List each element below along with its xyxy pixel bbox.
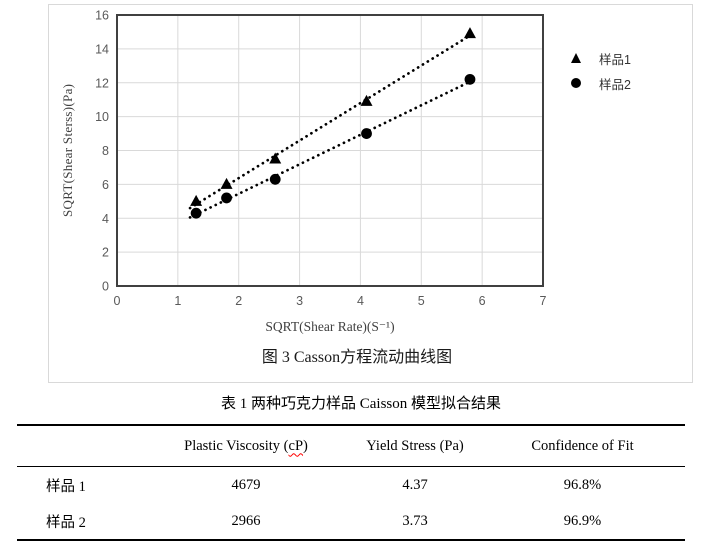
- y-tick-label: 12: [95, 76, 109, 90]
- y-tick-label: 0: [102, 280, 109, 294]
- y-tick-label: 16: [95, 9, 109, 23]
- legend-item-sample2: 样品2: [571, 76, 631, 92]
- x-tick-label: 6: [479, 294, 486, 308]
- data-point-circle-series-2: [190, 207, 202, 219]
- legend-label: 样品1: [599, 52, 631, 67]
- plot-border: [116, 14, 544, 287]
- table-row-sample1: 样品 1 4679 4.37 96.8%: [17, 467, 685, 504]
- row-label: 样品 1: [46, 478, 86, 495]
- x-axis-label: SQRT(Shear Rate)(S⁻¹): [265, 319, 395, 334]
- results-table: Plastic Viscosity (cP) Yield Stress (Pa)…: [17, 424, 685, 541]
- y-axis-label: SQRT(Shear Sterss)(Pa): [60, 83, 75, 218]
- yield-stress-value: 4.37: [402, 476, 428, 493]
- header-yield-stress: Yield Stress (Pa): [366, 437, 464, 454]
- legend-label: 样品2: [599, 77, 631, 92]
- y-tick-label: 10: [95, 110, 109, 124]
- header-text: Plastic Viscosity (: [184, 437, 289, 454]
- x-tick-label: 3: [296, 294, 303, 308]
- data-point-circle-series-2: [269, 173, 281, 185]
- circle-marker-icon: [571, 78, 581, 88]
- table-header-row: Plastic Viscosity (cP) Yield Stress (Pa)…: [17, 425, 685, 467]
- triangle-marker-icon: [571, 53, 581, 63]
- header-empty-cell: [17, 425, 142, 467]
- table-title: 表 1 两种巧克力样品 Caisson 模型拟合结果: [220, 396, 501, 412]
- y-tick-label: 2: [102, 246, 109, 260]
- trendline-series-1: [188, 32, 475, 210]
- plastic-viscosity-value: 4679: [231, 476, 261, 493]
- legend-item-sample1: 样品1: [571, 51, 631, 67]
- x-tick-label: 1: [174, 294, 181, 308]
- x-tick-label: 0: [114, 294, 121, 308]
- y-tick-label: 4: [102, 212, 109, 226]
- data-point-triangle-series-1: [220, 177, 233, 189]
- data-point-circle-series-2: [464, 73, 476, 85]
- x-tick-label: 4: [357, 294, 364, 308]
- data-point-circle-series-2: [361, 128, 372, 139]
- y-tick-label: 8: [102, 144, 109, 158]
- figure-caption: 图 3 Casson方程流动曲线图: [261, 349, 453, 366]
- plastic-viscosity-value: 2966: [231, 512, 261, 529]
- table-row-sample2: 样品 2 2966 3.73 96.9%: [17, 503, 685, 540]
- x-tick-label: 2: [235, 294, 242, 308]
- data-point-triangle-series-1: [463, 27, 476, 39]
- confidence-value: 96.9%: [563, 512, 602, 529]
- data-point-triangle-series-1: [269, 152, 282, 164]
- data-point-triangle-series-1: [190, 194, 203, 206]
- header-text: ): [303, 437, 308, 454]
- chart-legend: 样品1 样品2: [571, 51, 631, 92]
- header-confidence: Confidence of Fit: [531, 437, 634, 454]
- y-tick-label: 14: [95, 42, 109, 56]
- row-label: 样品 2: [46, 514, 86, 531]
- yield-stress-value: 3.73: [402, 512, 428, 529]
- misspelled-word: cP: [288, 437, 304, 454]
- x-tick-label: 5: [418, 294, 425, 308]
- header-plastic-viscosity: Plastic Viscosity (cP): [142, 425, 350, 467]
- y-tick-label: 6: [102, 178, 109, 192]
- data-point-triangle-series-1: [360, 94, 373, 106]
- x-tick-label: 7: [540, 294, 547, 308]
- chart-figure: 0 1 2 3 4 5 6 7 0 2 4 6 8 10 12 14 16 SQRT(Shear Sterss)…: [48, 4, 693, 383]
- data-point-circle-series-2: [221, 192, 232, 204]
- confidence-value: 96.8%: [563, 476, 602, 493]
- trendline-series-2: [188, 78, 475, 219]
